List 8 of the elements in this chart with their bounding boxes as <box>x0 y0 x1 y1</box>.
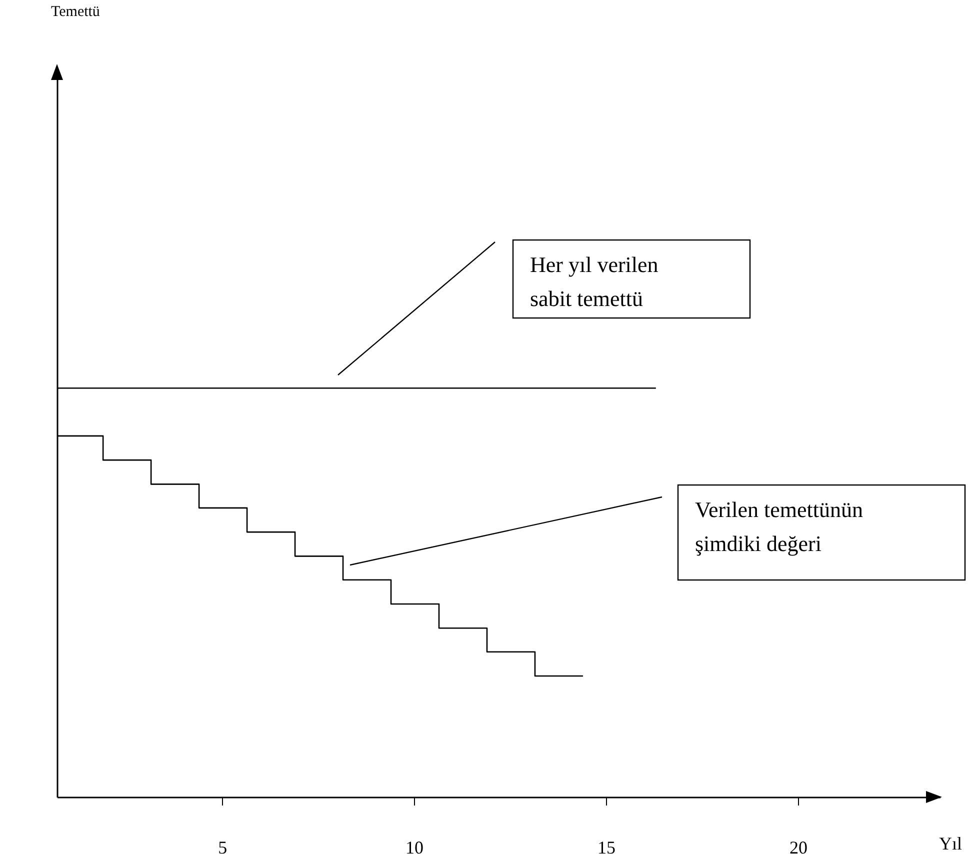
x-tick-label: 15 <box>597 838 616 854</box>
x-axis-title: Yıl <box>938 834 962 854</box>
text: Temettü <box>51 4 100 21</box>
x-tick-label: 20 <box>789 838 808 854</box>
x-tick-label: 10 <box>406 838 424 854</box>
annotation: Verilen temettünün şimdiki değeri <box>695 496 864 558</box>
text: Her yıl verilen sabit temettü <box>530 251 658 313</box>
x-tick-label: 5 <box>218 838 228 854</box>
